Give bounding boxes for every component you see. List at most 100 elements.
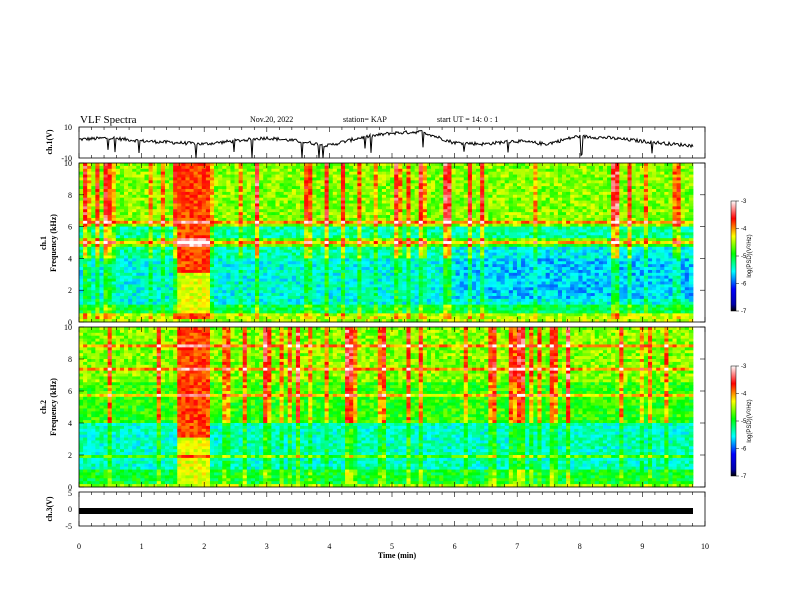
spectrogram-cell bbox=[205, 249, 211, 254]
spectrogram-cell bbox=[320, 255, 325, 259]
spectrogram-cell bbox=[398, 307, 403, 311]
spectrogram-cell bbox=[361, 246, 366, 251]
spectrogram-cell bbox=[177, 295, 182, 300]
spectrogram-cell bbox=[390, 215, 395, 219]
spectrogram-cell bbox=[136, 316, 141, 320]
spectrogram-cell bbox=[373, 272, 379, 277]
spectrogram-cell bbox=[304, 293, 309, 297]
spectrogram-cell bbox=[197, 200, 203, 204]
spectrogram-cell bbox=[332, 168, 338, 173]
spectrogram-cell bbox=[91, 180, 96, 184]
spectrogram-cell bbox=[128, 269, 133, 274]
spectrogram-cell bbox=[361, 203, 366, 207]
spectrogram-cell bbox=[431, 313, 436, 317]
spectrogram-cell bbox=[238, 269, 244, 274]
spectrogram-cell bbox=[410, 269, 416, 274]
spectrogram-cell bbox=[414, 177, 420, 181]
spectrogram-cell bbox=[160, 284, 166, 288]
spectrogram-cell bbox=[345, 177, 350, 181]
spectrogram-cell bbox=[377, 235, 383, 239]
spectrogram-cell bbox=[246, 189, 252, 193]
spectrogram-cell bbox=[324, 249, 330, 254]
spectrogram-cell bbox=[111, 290, 117, 294]
spectrogram-cell bbox=[156, 226, 162, 230]
spectrogram-cell bbox=[115, 255, 121, 259]
spectrogram-cell bbox=[115, 180, 121, 184]
spectrogram-cell bbox=[263, 261, 268, 265]
spectrogram-cell bbox=[390, 243, 395, 248]
spectrogram-cell bbox=[107, 284, 113, 288]
spectrogram-cell bbox=[107, 316, 113, 320]
spectrogram-cell bbox=[107, 165, 113, 170]
spectrogram-cell bbox=[271, 186, 276, 190]
spectrogram-cell bbox=[369, 180, 375, 184]
spectrogram-cell bbox=[201, 267, 207, 271]
spectrogram-cell bbox=[230, 235, 235, 239]
spectrogram-cell bbox=[173, 186, 178, 190]
spectrogram-cell bbox=[291, 209, 297, 213]
spectrogram-cell bbox=[119, 269, 125, 274]
spectrogram-cell bbox=[160, 307, 166, 311]
spectrogram-cell bbox=[402, 189, 407, 193]
spectrogram-cell bbox=[267, 267, 272, 271]
spectrogram-cell bbox=[349, 304, 354, 308]
spectrogram-cell bbox=[340, 194, 346, 199]
spectrogram-cell bbox=[95, 223, 100, 227]
spectrogram-cell bbox=[181, 264, 186, 268]
spectrogram-cell bbox=[398, 186, 403, 190]
spectrogram-cell bbox=[160, 209, 166, 213]
spectrogram-cell bbox=[132, 232, 137, 236]
spectrogram-cell bbox=[255, 217, 260, 222]
spectrogram-cell bbox=[349, 264, 354, 268]
spectrogram-cell bbox=[222, 287, 227, 291]
spectrogram-cell bbox=[287, 304, 293, 308]
spectrogram-cell bbox=[238, 301, 244, 306]
spectrogram-cell bbox=[267, 215, 272, 219]
spectrogram-cell bbox=[181, 252, 186, 256]
spectrogram-cell bbox=[242, 281, 248, 285]
spectrogram-cell bbox=[426, 249, 432, 254]
spectrogram-cell bbox=[402, 243, 407, 248]
spectrogram-cell bbox=[238, 171, 244, 175]
spectrogram-cell bbox=[87, 310, 92, 314]
spectrogram-cell bbox=[250, 284, 256, 288]
spectrogram-cell bbox=[124, 316, 129, 320]
spectrogram-cell bbox=[439, 217, 444, 222]
spectrogram-cell bbox=[275, 304, 280, 308]
spectrogram-cell bbox=[226, 304, 231, 308]
spectrogram-cell bbox=[435, 232, 440, 236]
spectrogram-cell bbox=[287, 194, 293, 199]
spectrogram-cell bbox=[353, 298, 358, 303]
spectrogram-cell bbox=[152, 235, 158, 239]
spectrogram-cell bbox=[234, 313, 240, 317]
spectrogram-cell bbox=[283, 264, 289, 268]
spectrogram-cell bbox=[169, 206, 174, 210]
spectrogram-cell bbox=[373, 220, 379, 225]
spectrogram-cell bbox=[164, 313, 170, 317]
spectrogram-cell bbox=[304, 186, 309, 190]
spectrogram-cell bbox=[226, 238, 231, 242]
spectrogram-cell bbox=[324, 206, 330, 210]
spectrogram-cell bbox=[263, 238, 268, 242]
spectrogram-cell bbox=[160, 246, 166, 251]
spectrogram-cell bbox=[267, 163, 272, 167]
spectrogram-cell bbox=[271, 197, 276, 201]
spectrogram-cell bbox=[189, 258, 195, 262]
spectrogram-cell bbox=[279, 171, 285, 175]
spectrogram-cell bbox=[148, 238, 154, 242]
spectrogram-cell bbox=[312, 209, 317, 213]
spectrogram-cell bbox=[402, 168, 407, 173]
spectrogram-cell bbox=[320, 220, 325, 225]
spectrogram-cell bbox=[218, 212, 223, 216]
spectrogram-cell bbox=[345, 209, 350, 213]
spectrogram-cell bbox=[214, 238, 219, 242]
spectrogram-cell bbox=[316, 215, 321, 219]
spectrogram-cell bbox=[111, 269, 117, 274]
spectrogram-cell bbox=[226, 272, 231, 277]
spectrogram-cell bbox=[271, 203, 276, 207]
spectrogram-cell bbox=[91, 220, 96, 225]
spectrogram-cell bbox=[353, 235, 358, 239]
spectrogram-cell bbox=[357, 217, 362, 222]
spectrogram-cell bbox=[152, 209, 158, 213]
spectrogram-cell bbox=[390, 290, 395, 294]
